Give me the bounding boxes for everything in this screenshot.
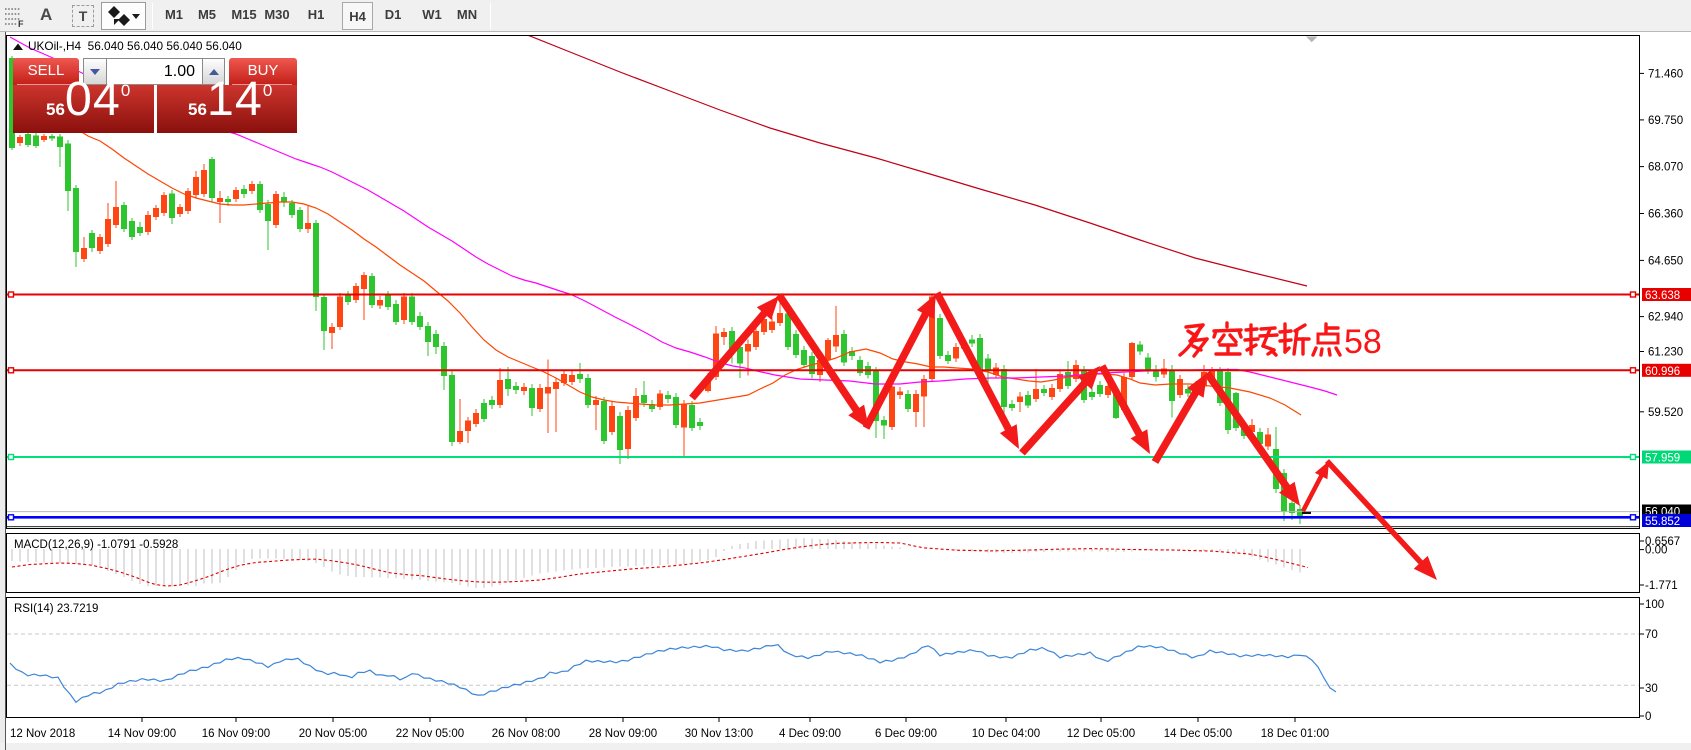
svg-text:62.940: 62.940 bbox=[1648, 312, 1683, 324]
svg-text:60.996: 60.996 bbox=[1645, 366, 1680, 378]
svg-text:61.230: 61.230 bbox=[1648, 347, 1683, 359]
svg-text:MACD(12,26,9) -1.0791 -0.5928: MACD(12,26,9) -1.0791 -0.5928 bbox=[14, 539, 178, 551]
svg-text:57.959: 57.959 bbox=[1645, 453, 1680, 465]
svg-text:14 Dec 05:00: 14 Dec 05:00 bbox=[1164, 728, 1232, 740]
svg-text:UKOil-,H4 56.040 56.040 56.04: UKOil-,H4 56.040 56.040 56.040 56.040 bbox=[28, 39, 242, 53]
svg-text:20 Nov 05:00: 20 Nov 05:00 bbox=[299, 728, 367, 740]
svg-text:55.852: 55.852 bbox=[1645, 516, 1680, 528]
svg-text:12 Nov 2018: 12 Nov 2018 bbox=[10, 728, 75, 740]
svg-text:30 Nov 13:00: 30 Nov 13:00 bbox=[685, 728, 753, 740]
svg-text:0.6567: 0.6567 bbox=[1645, 536, 1680, 548]
svg-text:F: F bbox=[18, 19, 24, 27]
svg-text:0.00: 0.00 bbox=[1645, 545, 1667, 557]
svg-text:6 Dec 09:00: 6 Dec 09:00 bbox=[875, 728, 937, 740]
svg-text:63.638: 63.638 bbox=[1645, 290, 1680, 302]
svg-text:0: 0 bbox=[1645, 711, 1651, 723]
svg-text:-1.771: -1.771 bbox=[1645, 580, 1678, 592]
svg-text:22 Nov 05:00: 22 Nov 05:00 bbox=[396, 728, 464, 740]
svg-text:68.070: 68.070 bbox=[1648, 162, 1683, 174]
svg-text:58: 58 bbox=[1344, 323, 1382, 361]
svg-text:69.750: 69.750 bbox=[1648, 115, 1683, 127]
svg-text:14 Nov 09:00: 14 Nov 09:00 bbox=[108, 728, 176, 740]
svg-text:70: 70 bbox=[1645, 629, 1658, 641]
svg-text:16 Nov 09:00: 16 Nov 09:00 bbox=[202, 728, 270, 740]
svg-text:12 Dec 05:00: 12 Dec 05:00 bbox=[1067, 728, 1135, 740]
svg-text:4 Dec 09:00: 4 Dec 09:00 bbox=[779, 728, 841, 740]
svg-text:71.460: 71.460 bbox=[1648, 68, 1683, 80]
svg-text:30: 30 bbox=[1645, 683, 1658, 695]
svg-text:100: 100 bbox=[1645, 599, 1664, 611]
svg-text:18 Dec 01:00: 18 Dec 01:00 bbox=[1261, 728, 1329, 740]
svg-text:10 Dec 04:00: 10 Dec 04:00 bbox=[972, 728, 1040, 740]
svg-text:RSI(14) 23.7219: RSI(14) 23.7219 bbox=[14, 603, 98, 615]
svg-text:64.650: 64.650 bbox=[1648, 255, 1683, 267]
svg-text:66.360: 66.360 bbox=[1648, 209, 1683, 221]
svg-text:59.520: 59.520 bbox=[1648, 407, 1683, 419]
svg-text:28 Nov 09:00: 28 Nov 09:00 bbox=[589, 728, 657, 740]
svg-text:26 Nov 08:00: 26 Nov 08:00 bbox=[492, 728, 560, 740]
